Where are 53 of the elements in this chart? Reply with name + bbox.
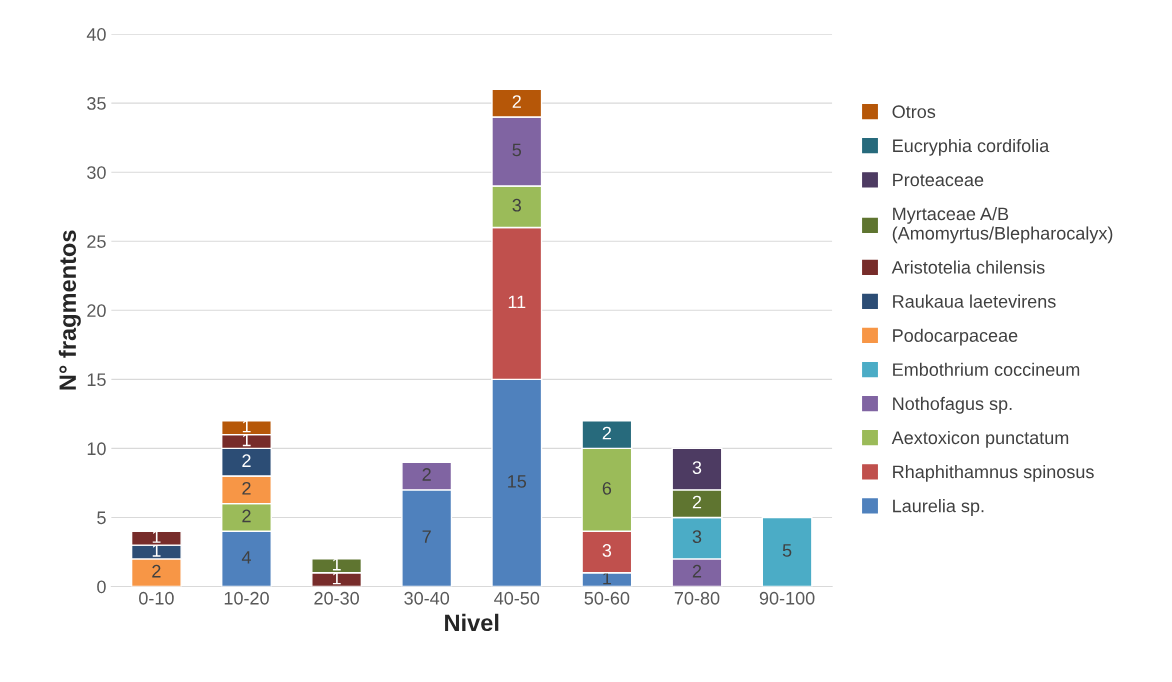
data-label: 2	[152, 564, 161, 578]
data-label: 3	[602, 544, 612, 557]
x-tick-label: 50-60	[584, 591, 630, 605]
data-label: 3	[692, 530, 702, 544]
legend-label: Aristotelia chilensis	[891, 260, 1045, 274]
x-tick-label: 0-10	[139, 591, 174, 605]
y-tick-label: 5	[97, 511, 106, 525]
legend-label: Eucryphia cordifolia	[893, 138, 1050, 156]
legend-label: Raukaua laetevirens	[893, 294, 1056, 308]
data-label: 5	[512, 143, 522, 157]
legend-label: Nothofagus sp.	[893, 396, 1012, 414]
y-tick-label: 10	[87, 442, 106, 456]
data-label: 2	[242, 454, 251, 467]
y-tick-label: 35	[87, 97, 106, 110]
legend-label: Otros	[892, 105, 936, 119]
y-tick-label: 40	[86, 28, 106, 41]
data-label: 2	[242, 509, 251, 523]
y-tick-label: 25	[87, 235, 106, 248]
data-label: 3	[692, 461, 702, 474]
data-label: 2	[692, 564, 702, 578]
data-label: 2	[242, 481, 251, 495]
data-label: 2	[602, 426, 611, 440]
data-label: 5	[782, 544, 792, 557]
data-label: 11	[508, 295, 526, 309]
y-tick-label: 30	[87, 166, 106, 179]
legend-label: Myrtaceae A/B (Amomyrtus/Blepharocalyx)	[892, 206, 1113, 244]
x-tick-label: 10-20	[224, 591, 269, 605]
x-tick-label: 70-80	[674, 591, 720, 605]
data-label: 3	[512, 198, 522, 212]
data-label: 6	[602, 481, 612, 495]
data-label: 1	[152, 544, 161, 557]
legend-label: Laurelia sp.	[893, 499, 984, 516]
legend-label: Proteaceae	[893, 173, 984, 187]
x-tick-label: 90-100	[759, 591, 815, 605]
y-axis-title: N° fragmentos	[58, 230, 81, 390]
data-label: 7	[422, 530, 431, 543]
data-label: 4	[241, 551, 251, 564]
x-tick-label: 30-40	[404, 591, 450, 605]
data-label: 2	[692, 495, 702, 509]
legend-label: Embothrium coccineum	[893, 362, 1080, 376]
x-tick-label: 40-50	[494, 591, 540, 605]
y-tick-label: 0	[97, 580, 106, 594]
data-label: 2	[422, 468, 431, 481]
data-label: 15	[508, 475, 527, 488]
data-label: 2	[512, 95, 521, 108]
legend-label: Aextoxicon punctatum	[891, 430, 1069, 448]
x-axis-title: Nivel	[445, 613, 499, 632]
y-tick-label: 20	[87, 304, 106, 318]
bar	[761, 516, 813, 587]
legend-label: Podocarpaceae	[893, 328, 1018, 346]
x-tick-label: 20-30	[314, 591, 359, 605]
legend-label: Rhaphithamnus spinosus	[893, 464, 1094, 482]
y-tick-label: 15	[87, 373, 106, 387]
